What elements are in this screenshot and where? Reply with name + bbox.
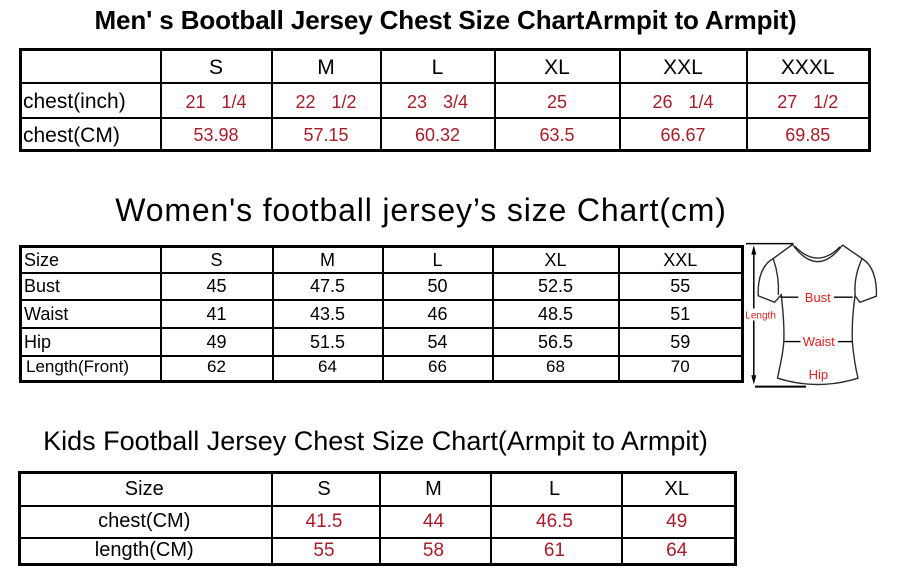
svg-text:Hip: Hip: [809, 367, 829, 382]
svg-text:Waist: Waist: [803, 334, 835, 349]
svg-text:Bust: Bust: [805, 290, 831, 305]
svg-text:Length: Length: [745, 311, 776, 322]
